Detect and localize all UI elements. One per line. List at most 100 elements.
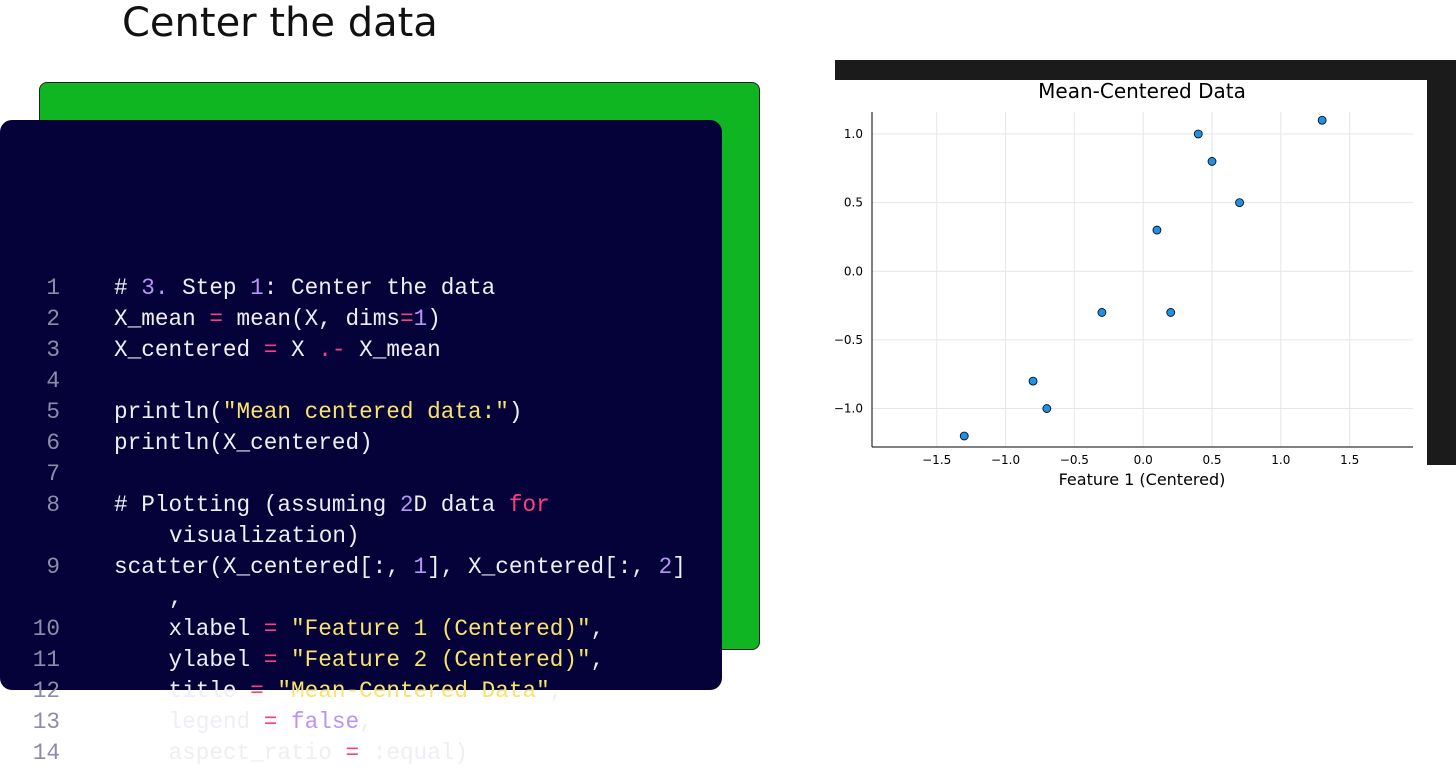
code-token: Step [168, 275, 251, 301]
line-number: 3 [46, 337, 60, 363]
code-line: 8 # Plotting (assuming 2D data for visual… [0, 490, 694, 552]
code-token: 1 [413, 306, 428, 332]
code-token: D data [413, 492, 509, 518]
code-token: X_mean [345, 337, 441, 363]
point [1152, 225, 1162, 235]
x-tick-label: −1.0 [991, 453, 1020, 467]
code-token: "Mean-Centered Data" [277, 678, 550, 704]
point [959, 431, 969, 441]
code-text: # Plotting (assuming 2D data for visuali… [114, 490, 694, 552]
x-tick-label: 1.5 [1340, 453, 1359, 467]
code-token: for [508, 492, 550, 518]
code-token: , [590, 616, 605, 642]
code-token: # [114, 275, 142, 301]
code-token: mean(X, dims [222, 306, 400, 332]
code-token [264, 678, 278, 704]
line-number: 5 [46, 399, 60, 425]
code-text: legend = false, [168, 707, 694, 738]
code-line: 7 [0, 459, 694, 490]
code-token: : Center the data [263, 275, 496, 301]
point [1097, 308, 1107, 317]
code-token: X_centered [114, 337, 264, 363]
code-text: aspect_ratio = :equal) [168, 738, 694, 769]
line-number: 14 [32, 740, 60, 766]
code-token: "Feature 2 (Centered)" [291, 647, 591, 673]
x-tick-label: 0.0 [1134, 453, 1153, 467]
y-tick-label: −0.5 [835, 333, 863, 347]
code-line: 13 legend = false, [0, 707, 694, 738]
line-number: 7 [46, 461, 60, 487]
code-token: ] [672, 554, 686, 580]
x-tick-label: −1.5 [922, 453, 951, 467]
point [1207, 157, 1217, 166]
code-token: = [263, 616, 278, 642]
code-token: 1 [413, 554, 428, 580]
slide-title: Center the data [122, 0, 438, 46]
code-token: = [263, 709, 278, 735]
code-token: X [277, 337, 319, 363]
code-token: aspect_ratio [114, 740, 346, 766]
point [1166, 308, 1176, 317]
code-token: 3. [141, 275, 169, 301]
chart: −1.5 −1.0 −0.5 0.0 0.5 1.0 1.5 −1.0 −0.5 0.0 0.5 1.… [835, 60, 1456, 680]
line-number: 4 [46, 368, 60, 394]
code-text: title = "Mean-Centered Data", [168, 676, 694, 707]
x-tick-label: 1.0 [1271, 453, 1290, 467]
code-token: visualization) [169, 492, 564, 549]
code-text: # 3. Step 1: Center the data [114, 273, 694, 304]
x-tick-label: 0.5 [1202, 453, 1221, 467]
code-line: 4 [0, 366, 694, 397]
code-token: xlabel [114, 616, 264, 642]
code-token: 1 [250, 275, 264, 301]
code-token: println( [114, 399, 223, 425]
code-token: scatter(X_centered[:, [114, 554, 414, 580]
code-token: = [345, 740, 360, 766]
code-card: 1 # 3. Step 1: Center the data 2 X_mean = m… [0, 120, 722, 766]
line-number: 6 [46, 430, 60, 456]
code-line: 2 X_mean = mean(X, dims=1) [0, 304, 694, 335]
code-token: , [169, 585, 183, 611]
code-token: :equal) [359, 740, 469, 766]
point [1042, 404, 1052, 413]
x-axis-label: Feature 1 (Centered) [1059, 470, 1226, 489]
code-token: "Mean centered data:" [222, 399, 509, 425]
point [1028, 376, 1038, 386]
code-text: xlabel = "Feature 1 (Centered)", [168, 614, 694, 645]
y-tick-label: 0.5 [844, 196, 863, 210]
code-token: , [359, 709, 373, 735]
code-line: 9 scatter(X_centered[:, 1], X_centered[:,… [0, 552, 694, 614]
code-text: println(X_centered) [114, 428, 694, 459]
line-number: 1 [46, 275, 60, 301]
code-token: , [549, 678, 564, 704]
code-token: = [263, 337, 278, 363]
code-token: X_mean [114, 306, 210, 332]
code-text: ylabel = "Feature 2 (Centered)", [168, 645, 694, 676]
plot-panel [835, 80, 1427, 680]
code-token: .- [318, 337, 346, 363]
y-tick-label: 0.0 [844, 264, 863, 278]
code-token: = [263, 647, 278, 673]
code-token: = [209, 306, 223, 332]
line-number: 12 [32, 678, 60, 704]
line-number: 10 [32, 616, 60, 642]
code-token: title [114, 678, 251, 704]
line-number: 13 [32, 709, 60, 735]
code-line: 1 # 3. Step 1: Center the data [0, 273, 694, 304]
point [1193, 129, 1203, 139]
code-token [277, 647, 291, 673]
code-token: legend [114, 709, 264, 735]
code-text: X_centered = X .- X_mean [114, 335, 694, 366]
x-tick-label: −0.5 [1060, 453, 1089, 467]
code-line: 10 xlabel = "Feature 1 (Centered)", [0, 614, 694, 645]
code-token: = [399, 306, 414, 332]
chart-title: Mean-Centered Data [1038, 79, 1246, 103]
code-line: 3 X_centered = X .- X_mean [0, 335, 694, 366]
code-token [277, 709, 291, 735]
line-number: 9 [46, 554, 60, 580]
line-number: 2 [46, 306, 60, 332]
code-token: 2 [658, 554, 673, 580]
code-token: 2 [399, 492, 414, 518]
code-line: 6 println(X_centered) [0, 428, 694, 459]
code-token: false [291, 709, 360, 735]
